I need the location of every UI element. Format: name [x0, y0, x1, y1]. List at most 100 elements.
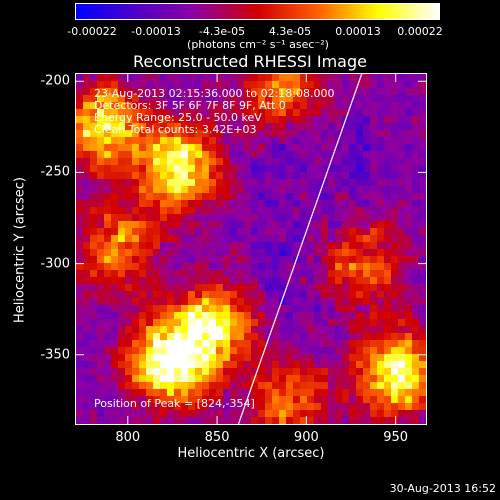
heatmap-cell	[272, 242, 280, 250]
heatmap-cell	[237, 74, 245, 82]
heatmap-cell	[209, 340, 217, 348]
heatmap-cell	[174, 417, 182, 424]
heatmap-cell	[363, 382, 371, 390]
heatmap-cell	[328, 207, 336, 215]
heatmap-cell	[363, 172, 371, 180]
heatmap-cell	[244, 256, 252, 264]
heatmap-cell	[377, 221, 385, 229]
heatmap-cell	[97, 74, 105, 82]
heatmap-cell	[209, 389, 217, 397]
heatmap-cell	[209, 326, 217, 334]
heatmap-cell	[146, 123, 154, 131]
heatmap-cell	[279, 102, 287, 110]
heatmap-cell	[139, 270, 147, 278]
heatmap-cell	[167, 88, 175, 96]
heatmap-cell	[258, 151, 266, 159]
heatmap-cell	[153, 200, 161, 208]
heatmap-cell	[153, 417, 161, 424]
heatmap-cell	[384, 361, 392, 369]
heatmap-cell	[363, 375, 371, 383]
heatmap-cell	[419, 242, 426, 250]
heatmap-cell	[146, 151, 154, 159]
heatmap-cell	[104, 382, 112, 390]
heatmap-cell	[307, 277, 315, 285]
heatmap-cell	[405, 221, 413, 229]
heatmap-plot-area[interactable]	[75, 73, 427, 425]
heatmap-cell	[391, 396, 399, 404]
heatmap-cell	[160, 81, 168, 89]
heatmap-cell	[377, 361, 385, 369]
heatmap-cell	[216, 186, 224, 194]
heatmap-cell	[90, 277, 98, 285]
heatmap-cell	[76, 172, 84, 180]
heatmap-cell	[216, 102, 224, 110]
heatmap-cell	[251, 228, 259, 236]
heatmap-cell	[244, 375, 252, 383]
heatmap-cell	[272, 375, 280, 383]
heatmap-cell	[314, 193, 322, 201]
heatmap-cell	[209, 186, 217, 194]
heatmap-cell	[174, 410, 182, 418]
heatmap-cell	[370, 340, 378, 348]
heatmap-cell	[160, 74, 168, 82]
heatmap-cell	[279, 88, 287, 96]
heatmap-cell	[104, 284, 112, 292]
heatmap-cell	[237, 403, 245, 411]
heatmap-cell	[328, 214, 336, 222]
heatmap-cell	[139, 347, 147, 355]
heatmap-cell	[132, 319, 140, 327]
heatmap-cell	[237, 263, 245, 271]
heatmap-cell	[160, 284, 168, 292]
heatmap-cell	[349, 228, 357, 236]
heatmap-cell	[174, 256, 182, 264]
heatmap-cell	[293, 354, 301, 362]
heatmap-cell	[125, 88, 133, 96]
heatmap-cell	[293, 270, 301, 278]
heatmap-cell	[146, 396, 154, 404]
heatmap-cell	[76, 417, 84, 424]
heatmap-cell	[314, 102, 322, 110]
heatmap-cell	[132, 179, 140, 187]
heatmap-cell	[97, 347, 105, 355]
heatmap-cell	[104, 137, 112, 145]
heatmap-cell	[363, 361, 371, 369]
heatmap-cell	[286, 361, 294, 369]
heatmap-cell	[132, 144, 140, 152]
heatmap-cell	[370, 102, 378, 110]
heatmap-cell	[223, 396, 231, 404]
heatmap-cell	[244, 354, 252, 362]
heatmap-cell	[139, 368, 147, 376]
heatmap-cell	[167, 396, 175, 404]
heatmap-cell	[405, 333, 413, 341]
heatmap-cell	[335, 368, 343, 376]
heatmap-cell	[265, 74, 273, 82]
heatmap-cell	[384, 291, 392, 299]
heatmap-cell	[328, 354, 336, 362]
heatmap-cell	[118, 284, 126, 292]
heatmap-cell	[300, 270, 308, 278]
heatmap-cell	[321, 389, 329, 397]
heatmap-cell	[160, 130, 168, 138]
heatmap-cell	[118, 354, 126, 362]
heatmap-cell	[90, 81, 98, 89]
heatmap-cell	[398, 88, 406, 96]
heatmap-cell	[181, 417, 189, 424]
heatmap-cell	[377, 172, 385, 180]
heatmap-cell	[286, 158, 294, 166]
heatmap-cell	[132, 207, 140, 215]
heatmap-cell	[167, 102, 175, 110]
heatmap-cell	[223, 382, 231, 390]
heatmap-cell	[195, 368, 203, 376]
heatmap-cell	[209, 172, 217, 180]
heatmap-cell	[216, 165, 224, 173]
heatmap-cell	[265, 130, 273, 138]
heatmap-cell	[349, 81, 357, 89]
heatmap-cell	[342, 312, 350, 320]
heatmap-cell	[111, 165, 119, 173]
heatmap-cell	[153, 242, 161, 250]
heatmap-cell	[363, 340, 371, 348]
heatmap-cell	[146, 130, 154, 138]
heatmap-cell	[230, 81, 238, 89]
heatmap-cell	[160, 200, 168, 208]
heatmap-cell	[153, 193, 161, 201]
